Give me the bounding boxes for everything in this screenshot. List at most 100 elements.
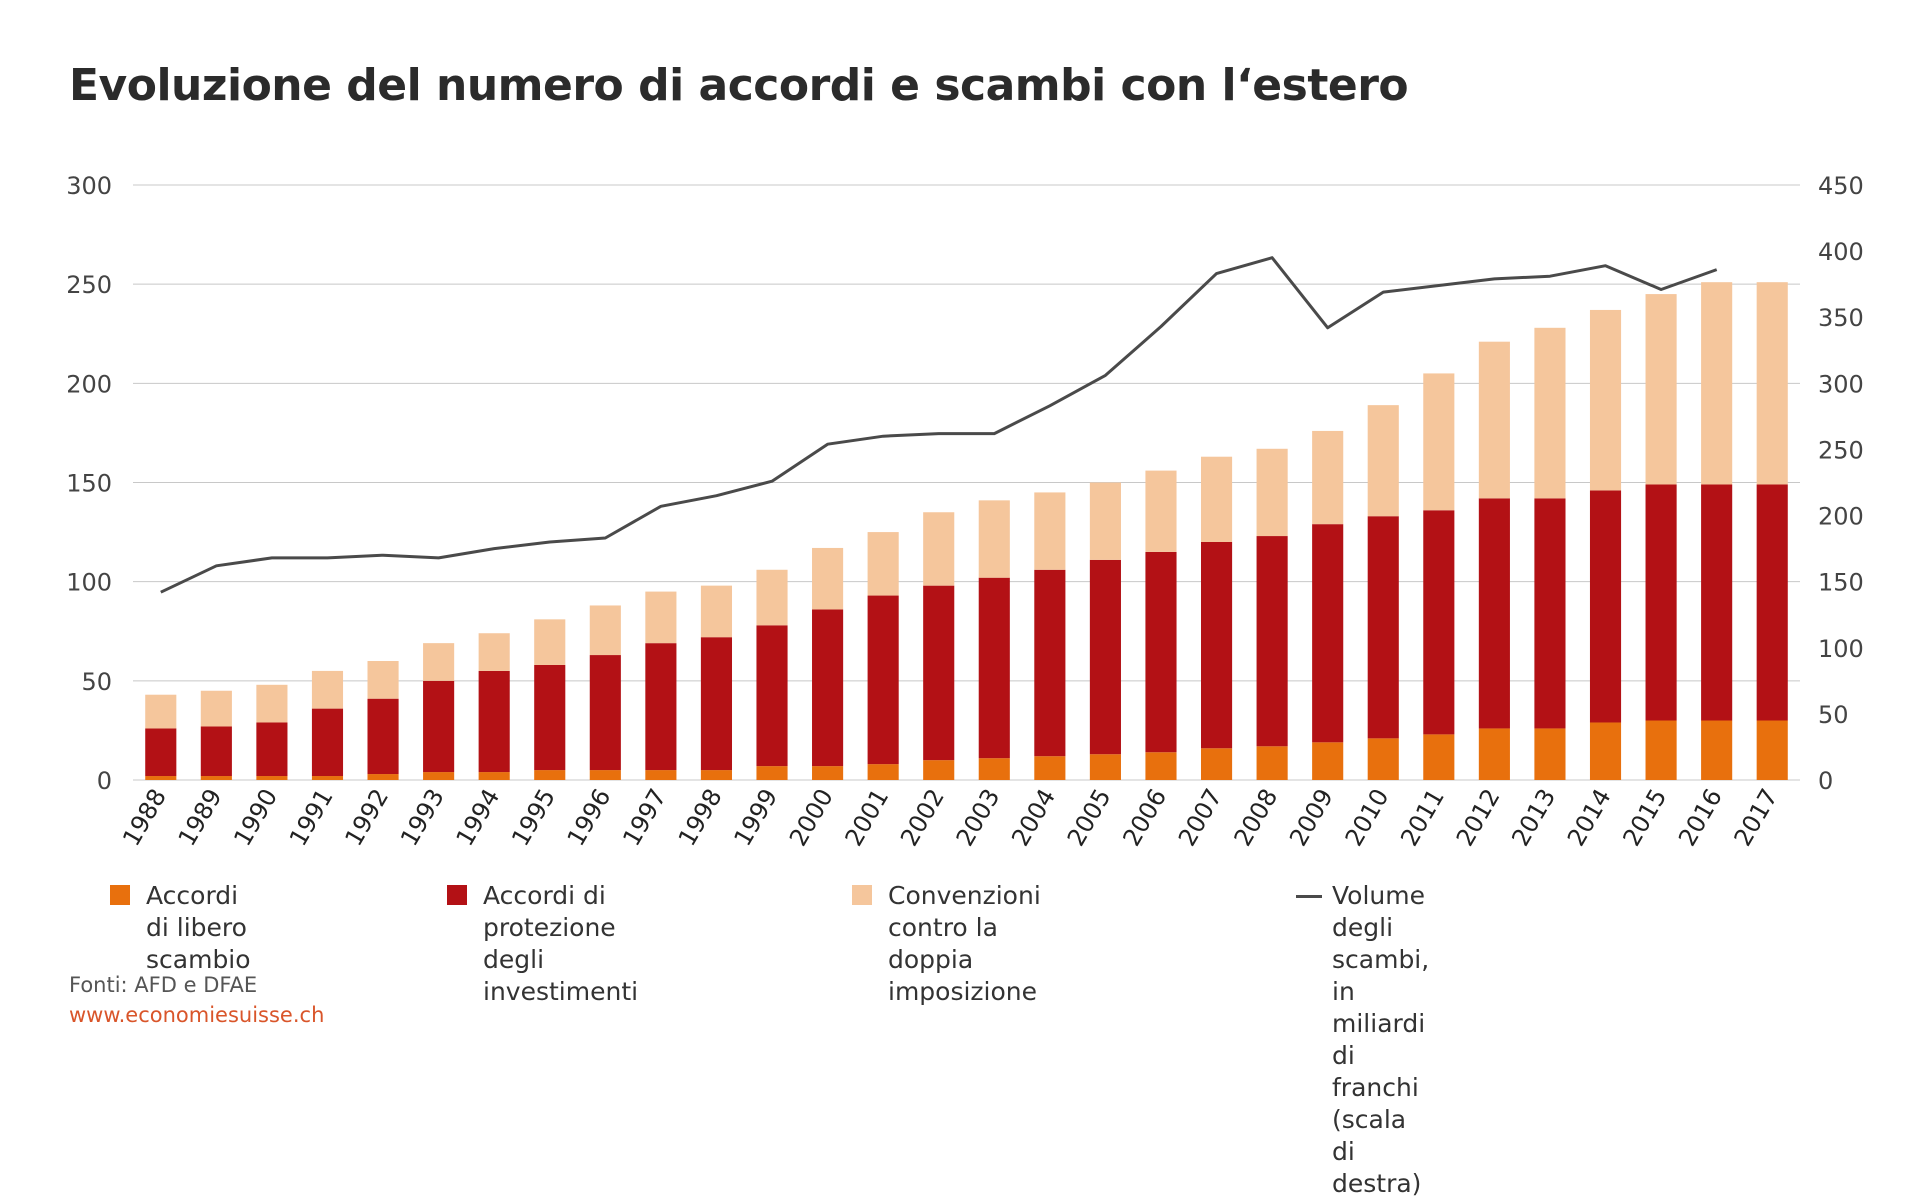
legend-line-trade-volume <box>1296 895 1322 898</box>
bar-free-trade-1999 <box>756 766 788 780</box>
bar-free-trade-2016 <box>1701 720 1733 780</box>
legend-swatch-free-trade <box>110 885 130 905</box>
bar-investment-2004 <box>1034 569 1066 757</box>
bar-double-tax-1991 <box>311 670 344 709</box>
bar-investment-1994 <box>478 670 510 773</box>
bar-double-tax-1989 <box>200 690 232 727</box>
bar-investment-1992 <box>367 698 399 775</box>
bar-free-trade-2001 <box>867 764 899 780</box>
bar-double-tax-2012 <box>1478 341 1510 499</box>
bar-double-tax-2017 <box>1756 282 1788 485</box>
bar-double-tax-2016 <box>1701 282 1733 485</box>
right-axis-tick-label: 200 <box>1818 503 1864 531</box>
bar-free-trade-1996 <box>589 770 621 780</box>
x-axis-tick-label: 2013 <box>1506 784 1561 851</box>
bar-investment-1995 <box>534 664 566 771</box>
bar-free-trade-2008 <box>1256 746 1288 780</box>
bar-investment-1991 <box>311 708 344 777</box>
x-axis-tick-label: 2008 <box>1229 784 1284 851</box>
x-axis-tick-label: 1999 <box>728 784 783 851</box>
bar-double-tax-2006 <box>1145 470 1177 552</box>
chart-svg: 0 50 100 150 200 250 300 0 50 100 150 200 250 300 350… <box>66 172 1864 851</box>
grid-lines <box>133 184 1800 781</box>
bar-free-trade-2014 <box>1589 722 1622 780</box>
bar-double-tax-2003 <box>978 500 1010 578</box>
bar-investment-2008 <box>1256 536 1288 747</box>
bar-free-trade-2015 <box>1645 720 1677 780</box>
bar-free-trade-2017 <box>1756 720 1788 780</box>
bar-free-trade-1998 <box>700 770 733 780</box>
bar-free-trade-1993 <box>423 772 455 780</box>
bar-investment-2005 <box>1089 559 1121 755</box>
bar-double-tax-2001 <box>867 532 899 596</box>
bar-investment-1990 <box>256 722 288 777</box>
bar-double-tax-2014 <box>1589 309 1622 491</box>
bar-investment-2001 <box>867 595 899 765</box>
right-axis-tick-label: 350 <box>1818 304 1864 332</box>
bar-double-tax-2008 <box>1256 448 1288 537</box>
bar-investment-1989 <box>200 726 232 777</box>
bar-investment-2012 <box>1478 498 1510 729</box>
bar-double-tax-1999 <box>756 569 788 626</box>
bar-double-tax-2002 <box>923 512 955 586</box>
x-axis-tick-label: 1989 <box>173 784 228 851</box>
x-axis-tick-label: 2017 <box>1729 784 1784 851</box>
bar-free-trade-1997 <box>645 770 677 780</box>
left-axis-tick-label: 300 <box>66 172 112 200</box>
bar-investment-2016 <box>1701 484 1733 721</box>
bar-free-trade-2012 <box>1478 728 1510 780</box>
trade-volume-line-group <box>160 256 1718 594</box>
right-axis: 0 50 100 150 200 250 300 350 400 450 <box>1818 172 1864 795</box>
bar-free-trade-2005 <box>1089 754 1121 780</box>
bar-double-tax-2015 <box>1645 294 1677 485</box>
chart-title: Evoluzione del numero di accordi e scamb… <box>69 60 1409 111</box>
x-axis-tick-label: 1993 <box>395 784 450 851</box>
x-axis-tick-label: 2002 <box>895 784 950 851</box>
bar-free-trade-2009 <box>1312 742 1344 780</box>
trade-volume-line <box>160 256 1718 594</box>
bar-free-trade-2007 <box>1200 748 1233 780</box>
bar-double-tax-1992 <box>367 661 399 699</box>
x-axis-tick-label: 2011 <box>1395 784 1450 851</box>
bar-investment-2014 <box>1589 490 1622 723</box>
left-axis-tick-label: 200 <box>66 370 112 398</box>
bars <box>145 282 1788 780</box>
left-axis-tick-label: 250 <box>66 271 112 299</box>
x-axis-tick-label: 2012 <box>1451 784 1506 851</box>
right-axis-tick-label: 0 <box>1818 767 1833 795</box>
bar-investment-2006 <box>1145 551 1177 753</box>
legend-label-investment-line1: Accordi di protezione degli <box>483 881 616 974</box>
x-axis-tick-label: 1990 <box>228 784 283 851</box>
legend-swatch-investment <box>447 885 467 905</box>
bar-investment-1988 <box>145 728 177 777</box>
bar-free-trade-1988 <box>145 776 177 780</box>
right-axis-tick-label: 50 <box>1818 701 1849 729</box>
legend-label-double-tax-line2: imposizione <box>888 977 1038 1006</box>
bar-double-tax-1993 <box>423 643 455 681</box>
x-axis-tick-label: 1996 <box>562 784 617 851</box>
bar-double-tax-2010 <box>1367 405 1399 517</box>
bar-free-trade-1995 <box>534 770 566 780</box>
x-axis-tick-label: 2007 <box>1173 784 1228 851</box>
bar-investment-2010 <box>1367 516 1399 739</box>
bar-double-tax-2009 <box>1312 430 1344 525</box>
bar-investment-2007 <box>1200 542 1233 749</box>
bar-investment-2011 <box>1423 510 1455 735</box>
bar-double-tax-2013 <box>1534 327 1566 499</box>
x-axis-tick-label: 2009 <box>1284 784 1339 851</box>
bar-investment-1999 <box>756 625 788 767</box>
bar-double-tax-1990 <box>256 684 288 723</box>
x-axis-tick-label: 1997 <box>617 784 672 851</box>
bar-double-tax-1988 <box>145 694 177 729</box>
right-axis-tick-label: 450 <box>1818 172 1864 200</box>
bar-free-trade-1990 <box>256 776 288 780</box>
right-axis-tick-label: 250 <box>1818 436 1864 464</box>
x-axis-tick-label: 1992 <box>339 784 394 851</box>
bar-double-tax-1998 <box>700 585 733 638</box>
x-axis-tick-label: 2004 <box>1006 784 1061 851</box>
legend-label-double-tax-line1: Convenzioni contro la doppia <box>888 881 1041 974</box>
bar-double-tax-2000 <box>812 547 844 610</box>
x-axis-tick-label: 2015 <box>1617 784 1672 851</box>
right-axis-tick-label: 100 <box>1818 635 1864 663</box>
website-link[interactable]: www.economiesuisse.ch <box>69 1003 325 1027</box>
